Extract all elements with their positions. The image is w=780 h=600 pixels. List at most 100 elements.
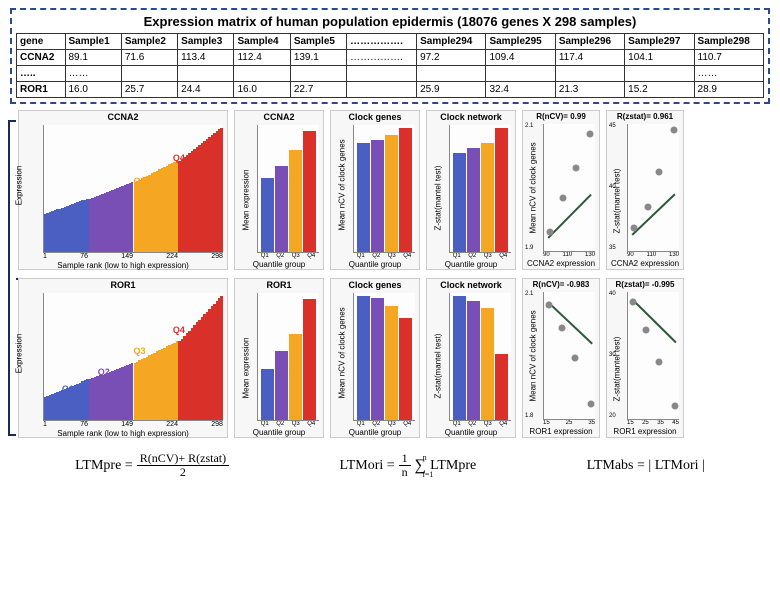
table-header: gene	[17, 34, 66, 50]
x-tick: Q3	[292, 421, 300, 427]
x-tick: Q1	[357, 421, 365, 427]
x-tick: 149	[121, 421, 133, 428]
quartile-label: Q2	[98, 195, 110, 205]
chart-title: CCNA2	[19, 111, 227, 123]
ltmabs-text: LTMabs = | LTMori |	[587, 458, 705, 474]
bar-chart-panel: Clock genesMean nCV of clock genesQ1Q2Q3…	[330, 278, 420, 438]
matrix-title: Expression matrix of human population ep…	[16, 14, 764, 29]
x-tick: Q3	[484, 421, 492, 427]
scatter-point	[587, 400, 594, 407]
bar-plot	[257, 125, 319, 253]
table-cell: 89.1	[65, 50, 121, 66]
x-tick: Q4	[499, 421, 507, 427]
x-tick: Q3	[388, 421, 396, 427]
x-tick: Q3	[484, 253, 492, 259]
x-tick: Q4	[403, 421, 411, 427]
chart-title: R(nCV)= 0.99	[523, 111, 599, 122]
table-cell	[121, 66, 177, 82]
x-axis-label: Quantile group	[427, 427, 515, 437]
x-tick: 15	[627, 420, 634, 426]
x-tick: 25	[566, 420, 573, 426]
table-cell: 109.4	[486, 50, 555, 66]
table-cell: ……	[694, 66, 763, 82]
x-axis-label: CCNA2 expression	[607, 258, 683, 268]
ltmpre-lhs: LTMpre =	[75, 458, 133, 474]
scatter-panel: R(nCV)= -0.983Mean nCV of clock genes2.1…	[522, 278, 600, 438]
x-tick: Q2	[468, 253, 476, 259]
chart-title: R(zstat)= -0.995	[607, 279, 683, 290]
bar	[275, 351, 288, 420]
y-axis-label: Expression	[14, 334, 23, 374]
y-tick: 20	[609, 413, 616, 419]
table-cell: 97.2	[417, 50, 486, 66]
table-header: Sample294	[417, 34, 486, 50]
y-axis-label: Expression	[14, 166, 23, 206]
x-tick: 110	[563, 252, 573, 258]
scatter-panel: R(zstat)= 0.961Z-stat(mantel test)454035…	[606, 110, 684, 270]
table-cell	[347, 82, 417, 98]
bar	[303, 131, 316, 252]
chart-title: R(zstat)= 0.961	[607, 111, 683, 122]
scatter-plot	[627, 124, 679, 252]
scatter-point	[631, 225, 638, 232]
table-cell: 139.1	[290, 50, 346, 66]
y-tick: 30	[609, 352, 616, 358]
expression-table: geneSample1Sample2Sample3Sample4Sample5……	[16, 33, 764, 98]
quartile-label: Q3	[134, 176, 146, 186]
table-cell: 25.7	[121, 82, 177, 98]
table-cell: ……	[65, 66, 121, 82]
table-header: Sample5	[290, 34, 346, 50]
table-cell: 16.0	[65, 82, 121, 98]
scatter-point	[558, 324, 565, 331]
x-axis-label: Quantile group	[331, 259, 419, 269]
quartile-label: Q4	[173, 325, 185, 335]
table-cell: 25.9	[417, 82, 486, 98]
sum-upper: n	[423, 453, 427, 462]
y-axis-label: Z-stat(mantel test)	[434, 141, 443, 231]
x-axis-label: ROR1 expression	[607, 426, 683, 436]
table-cell	[234, 66, 290, 82]
gene-chart-row: ROR1ExpressionQ1Q2Q3Q4176149224298Sample…	[18, 278, 770, 438]
rank-plot: Q1Q2Q3Q4	[43, 293, 223, 421]
table-cell	[486, 66, 555, 82]
chart-title: Clock network	[427, 279, 515, 291]
bar-chart-panel: Clock networkZ-stat(mantel test)Q1Q2Q3Q4…	[426, 278, 516, 438]
table-row: ROR116.025.724.416.022.725.932.421.315.2…	[17, 82, 764, 98]
y-axis-label: Mean nCV of clock genes	[338, 309, 347, 399]
table-header: Sample1	[65, 34, 121, 50]
formulas-row: LTMpre = R(nCV)+ R(zstat) 2 LTMori = 1 n…	[20, 452, 760, 479]
bar-chart-panel: Clock genesMean nCV of clock genesQ1Q2Q3…	[330, 110, 420, 270]
x-axis-label: Quantile group	[427, 259, 515, 269]
table-cell: 110.7	[694, 50, 763, 66]
trend-line	[632, 298, 677, 343]
table-cell: 112.4	[234, 50, 290, 66]
table-cell: 117.4	[555, 50, 624, 66]
y-tick: 2.1	[525, 123, 533, 129]
x-tick: Q2	[372, 253, 380, 259]
scatter-point	[630, 299, 637, 306]
ltmori-rhs: LTMpre	[430, 458, 476, 474]
x-tick: 35	[588, 420, 595, 426]
x-tick: Q2	[468, 421, 476, 427]
x-axis-label: Sample rank (low to high expression)	[19, 428, 227, 438]
table-cell: …..	[17, 66, 66, 82]
bar	[261, 178, 274, 252]
y-axis-label: Mean expression	[242, 309, 251, 399]
x-tick: Q4	[307, 253, 315, 259]
bar	[275, 166, 288, 252]
ltmpre-fraction: R(nCV)+ R(zstat) 2	[137, 452, 229, 479]
chart-title: ROR1	[19, 279, 227, 291]
table-header: Sample4	[234, 34, 290, 50]
quartile-label: Q4	[173, 153, 185, 163]
table-cell: 24.4	[178, 82, 234, 98]
bar	[289, 334, 302, 420]
x-tick: Q4	[307, 421, 315, 427]
chart-title: R(nCV)= -0.983	[523, 279, 599, 290]
rank-bar	[220, 128, 222, 252]
x-tick: 35	[657, 420, 664, 426]
x-tick: Q2	[276, 253, 284, 259]
x-tick: 76	[80, 253, 88, 260]
scatter-panel: R(zstat)= -0.995Z-stat(mantel test)40302…	[606, 278, 684, 438]
bar	[385, 135, 398, 252]
x-tick: 1	[43, 253, 47, 260]
